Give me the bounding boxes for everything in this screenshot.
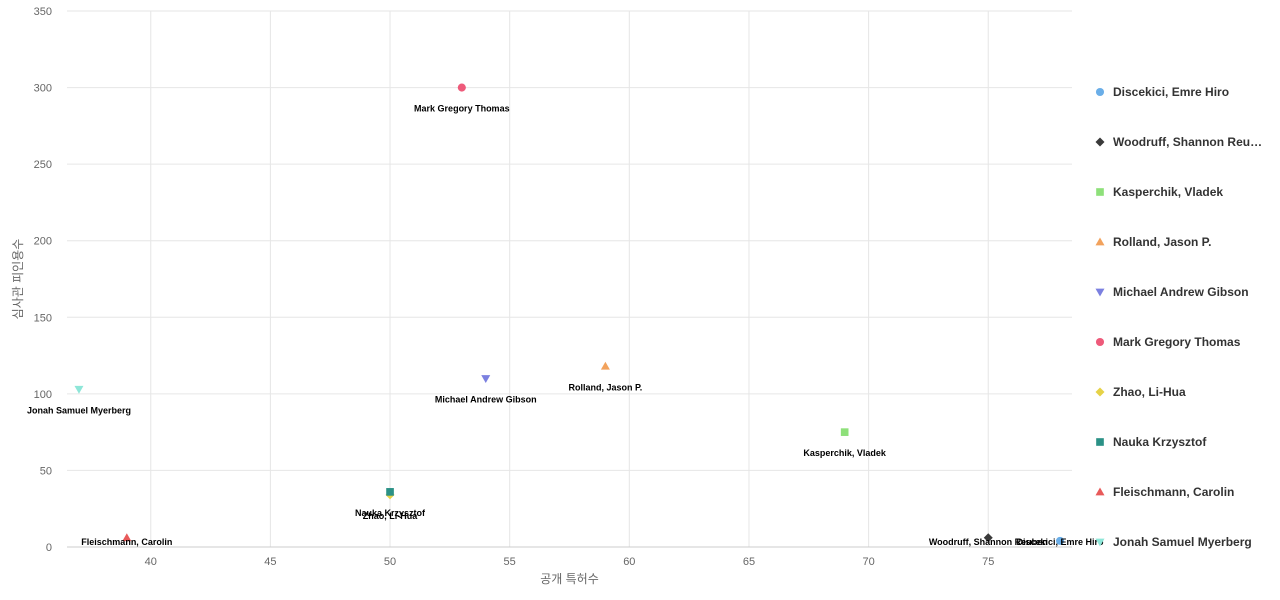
data-label: Michael Andrew Gibson [435,395,537,405]
y-tick-label: 50 [40,465,52,477]
data-point [840,428,849,436]
legend-label: Mark Gregory Thomas [1113,335,1241,349]
x-tick-label: 55 [504,556,516,568]
data-label: Mark Gregory Thomas [414,104,510,114]
data-point [983,533,993,543]
x-axis-ticks: 40 45 50 55 60 65 70 75 [145,556,995,568]
legend-item[interactable]: Nauka Krzysztof [1096,435,1207,449]
legend-label: Jonah Samuel Myerberg [1113,535,1252,549]
grid [67,10,1072,547]
legend-label: Kasperchik, Vladek [1113,185,1223,199]
legend-marker-icon [1095,337,1105,347]
y-tick-label: 300 [34,83,52,95]
legend-item[interactable]: Michael Andrew Gibson [1095,285,1249,299]
y-tick-label: 150 [34,312,52,324]
legend-marker-icon [1095,137,1105,147]
legend-item[interactable]: Kasperchik, Vladek [1096,185,1223,199]
y-tick-label: 200 [34,236,52,248]
legend-label: Rolland, Jason P. [1113,235,1211,249]
data-point [600,361,610,370]
legend-item[interactable]: Rolland, Jason P. [1095,235,1212,249]
x-tick-label: 70 [862,556,874,568]
legend-item[interactable]: Jonah Samuel Myerberg [1095,535,1252,549]
legend-marker-icon [1095,487,1105,496]
legend-item[interactable]: Discekici, Emre Hiro [1095,85,1229,99]
legend-marker-icon [1095,387,1105,397]
data-point [1055,536,1065,545]
legend-marker-icon [1096,438,1104,446]
x-tick-label: 50 [384,556,396,568]
y-axis-ticks: 0 50 100 150 200 250 300 350 [34,6,52,554]
data-label: Nauka Krzysztof [355,508,426,518]
y-tick-label: 0 [46,542,52,554]
legend-label: Michael Andrew Gibson [1113,285,1249,299]
legend-item[interactable]: Fleischmann, Carolin [1095,485,1235,499]
data-label: Zhao, Li-Hua [363,511,418,521]
y-axis-title: 심사관 피인용수 [11,239,25,320]
legend-label: Zhao, Li-Hua [1113,385,1186,399]
legend-label: Fleischmann, Carolin [1113,485,1234,499]
x-tick-label: 60 [623,556,635,568]
data-label: Rolland, Jason P. [568,382,642,392]
legend-item[interactable]: Woodruff, Shannon Reu… [1095,135,1263,149]
x-tick-label: 40 [145,556,157,568]
legend-item[interactable]: Zhao, Li-Hua [1095,385,1186,399]
legend-label: Discekici, Emre Hiro [1113,85,1229,99]
data-point [457,83,466,92]
x-tick-label: 45 [264,556,276,568]
data-label: Jonah Samuel Myerberg [27,405,131,415]
y-tick-label: 100 [34,389,52,401]
x-tick-label: 75 [982,556,994,568]
data-label: Fleischmann, Carolin [81,537,172,547]
y-tick-label: 250 [34,159,52,171]
data-points [74,83,1065,545]
legend-marker-icon [1096,188,1104,196]
data-point [481,375,491,384]
data-point [386,488,394,496]
y-tick-label: 350 [34,6,52,18]
data-point [74,385,84,394]
legend-marker-icon [1095,538,1105,547]
legend-marker-icon [1095,87,1105,97]
data-point [122,533,132,542]
x-axis-title: 공개 특허수 [540,572,599,586]
x-tick-label: 65 [743,556,755,568]
legend-marker-icon [1095,288,1105,297]
data-label: Discekici, Emre Hiro [1017,537,1105,547]
data-label: Kasperchik, Vladek [803,448,887,458]
legend-label: Nauka Krzysztof [1113,435,1207,449]
data-label: Woodruff, Shannon Reuben [929,537,1048,547]
legend: Discekici, Emre Hiro Woodruff, Shannon Re… [1095,85,1263,549]
legend-label: Woodruff, Shannon Reu… [1113,135,1262,149]
legend-marker-icon [1095,237,1105,246]
legend-item[interactable]: Mark Gregory Thomas [1095,335,1241,349]
